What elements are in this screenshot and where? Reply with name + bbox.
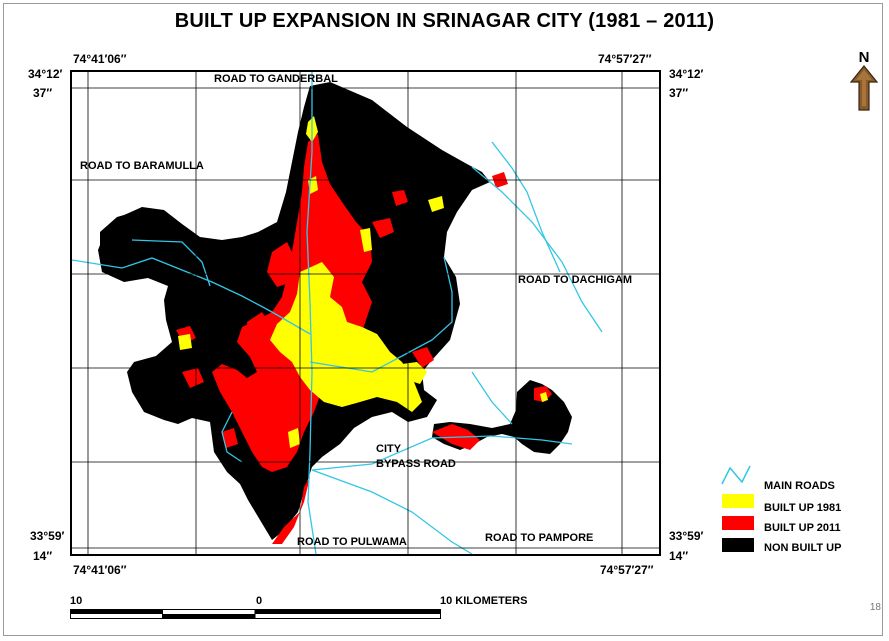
- top-left-latitude-sec: 37′′: [33, 86, 53, 100]
- legend-built-up-1981-swatch: [722, 494, 754, 508]
- page-number: 18: [869, 602, 881, 613]
- map-title: BUILT UP EXPANSION IN SRINAGAR CITY (198…: [174, 10, 715, 32]
- legend-main-roads-swatch: [721, 465, 751, 485]
- bottom-right-longitude: 74°57′27′′: [600, 563, 654, 577]
- legend-non-built-up-label: NON BUILT UP: [764, 542, 842, 554]
- label-city-bypass-line1: CITY: [376, 443, 402, 455]
- map-graticule: [72, 72, 659, 554]
- label-road-to-ganderbal: ROAD TO GANDERBAL: [214, 73, 338, 85]
- map-frame: [70, 70, 661, 556]
- north-arrow: N: [849, 48, 879, 114]
- bottom-left-latitude-deg: 33°59′: [30, 529, 65, 543]
- map-legend: MAIN ROADS BUILT UP 1981 BUILT UP 2011 N…: [718, 462, 878, 562]
- legend-built-up-2011-swatch: [722, 516, 754, 530]
- legend-swatches: [721, 465, 754, 552]
- scale-bar-graphic: [70, 609, 441, 619]
- map-canvas: [72, 72, 659, 554]
- slide-frame: [3, 3, 883, 636]
- built-up-2011-area: [176, 134, 552, 544]
- top-right-latitude-deg: 34°12′: [669, 67, 704, 81]
- legend-main-roads-label: MAIN ROADS: [764, 480, 835, 492]
- scale-bar: 10 0 10 KILOMETERS: [70, 595, 527, 625]
- scale-left-label: 10: [70, 595, 83, 607]
- bottom-left-latitude-sec: 14′′: [33, 549, 53, 563]
- top-right-latitude-sec: 37′′: [669, 86, 689, 100]
- legend-built-up-1981-label: BUILT UP 1981: [764, 502, 842, 514]
- scale-mid-label: 0: [256, 595, 263, 607]
- bottom-right-latitude-deg: 33°59′: [669, 529, 704, 543]
- legend-built-up-2011-label: BUILT UP 2011: [764, 522, 841, 534]
- top-right-longitude: 74°57′27′′: [598, 52, 652, 66]
- label-road-to-dachigam: ROAD TO DACHIGAM: [518, 274, 633, 286]
- bottom-right-latitude-sec: 14′′: [669, 549, 689, 563]
- label-road-to-pampore: ROAD TO PAMPORE: [485, 532, 594, 544]
- scale-right-label: 10 KILOMETERS: [440, 595, 528, 607]
- legend-non-built-up-swatch: [722, 538, 754, 552]
- main-roads: [72, 72, 603, 554]
- north-label: N: [859, 49, 870, 66]
- north-arrow-icon: N: [849, 49, 879, 111]
- bottom-left-longitude: 74°41′06′′: [73, 563, 127, 577]
- top-left-longitude: 74°41′06′′: [73, 52, 127, 66]
- label-city-bypass-line2: BYPASS ROAD: [376, 458, 456, 470]
- label-road-to-baramulla: ROAD TO BARAMULLA: [80, 160, 204, 172]
- top-left-latitude-deg: 34°12′: [28, 67, 63, 81]
- label-road-to-pulwama: ROAD TO PULWAMA: [297, 536, 407, 548]
